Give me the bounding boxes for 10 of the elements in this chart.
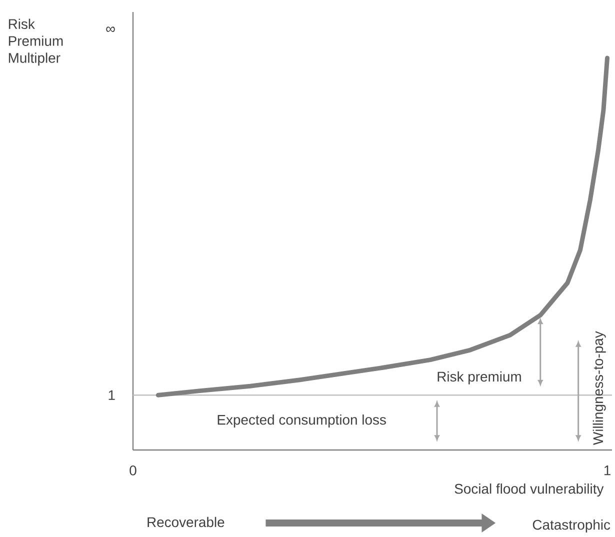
annotation: Expected consumption loss bbox=[218, 414, 386, 428]
annotation: Risk premium bbox=[438, 371, 521, 384]
x-tick-label: 0 bbox=[130, 466, 136, 476]
y-axis-title: Risk Premium Multipler bbox=[8, 18, 63, 66]
text: Catastrophic bbox=[532, 519, 610, 532]
annotation: Willingness-to-pay bbox=[592, 331, 606, 445]
text: Recoverable bbox=[148, 516, 224, 528]
x-axis-title: Social flood vulnerability bbox=[454, 484, 604, 497]
text: ∞ bbox=[106, 26, 115, 32]
text: 1 bbox=[108, 390, 115, 400]
